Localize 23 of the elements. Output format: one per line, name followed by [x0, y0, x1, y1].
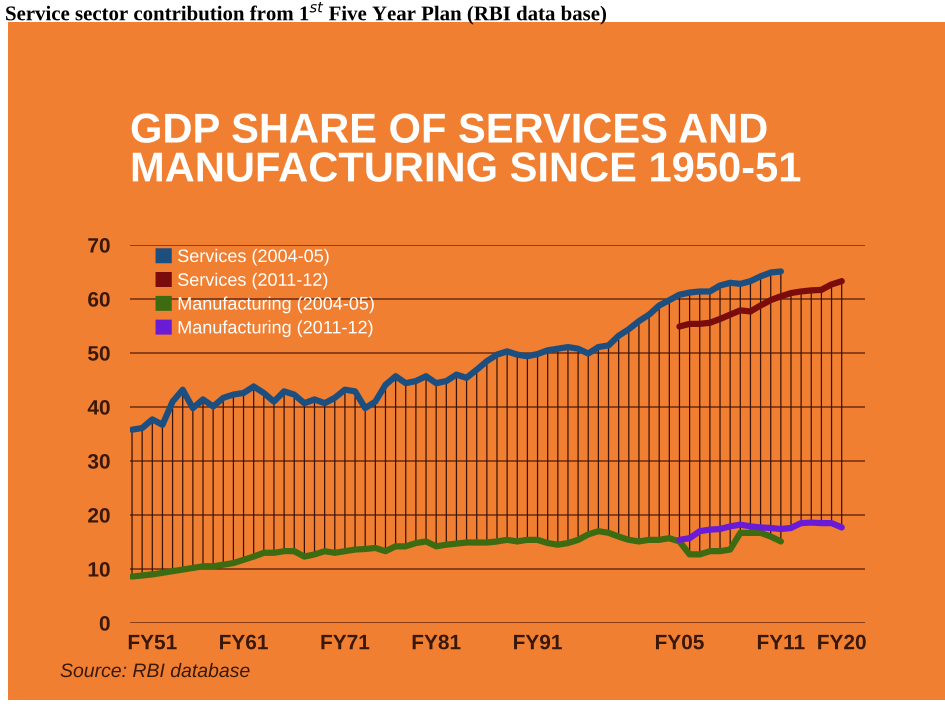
chart-subtitle: Service sector contribution from 1$^{st}$ Five Year Plan (RBI data base) [6, 2, 606, 25]
y-tick-label: 50 [88, 346, 110, 361]
y-tick-label: 70 [88, 238, 110, 253]
y-tick-label: 40 [88, 400, 110, 415]
chart-title: GDP SHARE OF SERVICES AND MANUFACTURING SINCE 1950-51 [132, 113, 800, 182]
x-tick-label: FY61 [220, 634, 268, 650]
legend-label: Services (2011-12) [178, 272, 328, 290]
y-tick-label: 30 [88, 454, 110, 469]
x-tick-label: FY81 [412, 634, 460, 650]
x-tick-label: FY91 [514, 634, 562, 650]
legend-label: Services (2004-05) [178, 248, 329, 266]
y-tick-label: 20 [88, 508, 110, 523]
source-note: Source: RBI database [60, 662, 250, 678]
x-tick-label: FY11 [758, 634, 805, 650]
x-tick-label: FY71 [321, 634, 370, 650]
y-tick-label: 0 [100, 616, 110, 631]
y-tick-label: 10 [88, 562, 110, 577]
x-tick-label: FY51 [128, 634, 177, 650]
legend-label: Manufacturing (2004-05) [178, 296, 374, 314]
legend-label: Manufacturing (2011-12) [178, 320, 372, 338]
x-tick-label: FY05 [656, 634, 704, 650]
x-tick-label: FY20 [818, 634, 866, 650]
y-tick-label: 60 [88, 292, 110, 307]
